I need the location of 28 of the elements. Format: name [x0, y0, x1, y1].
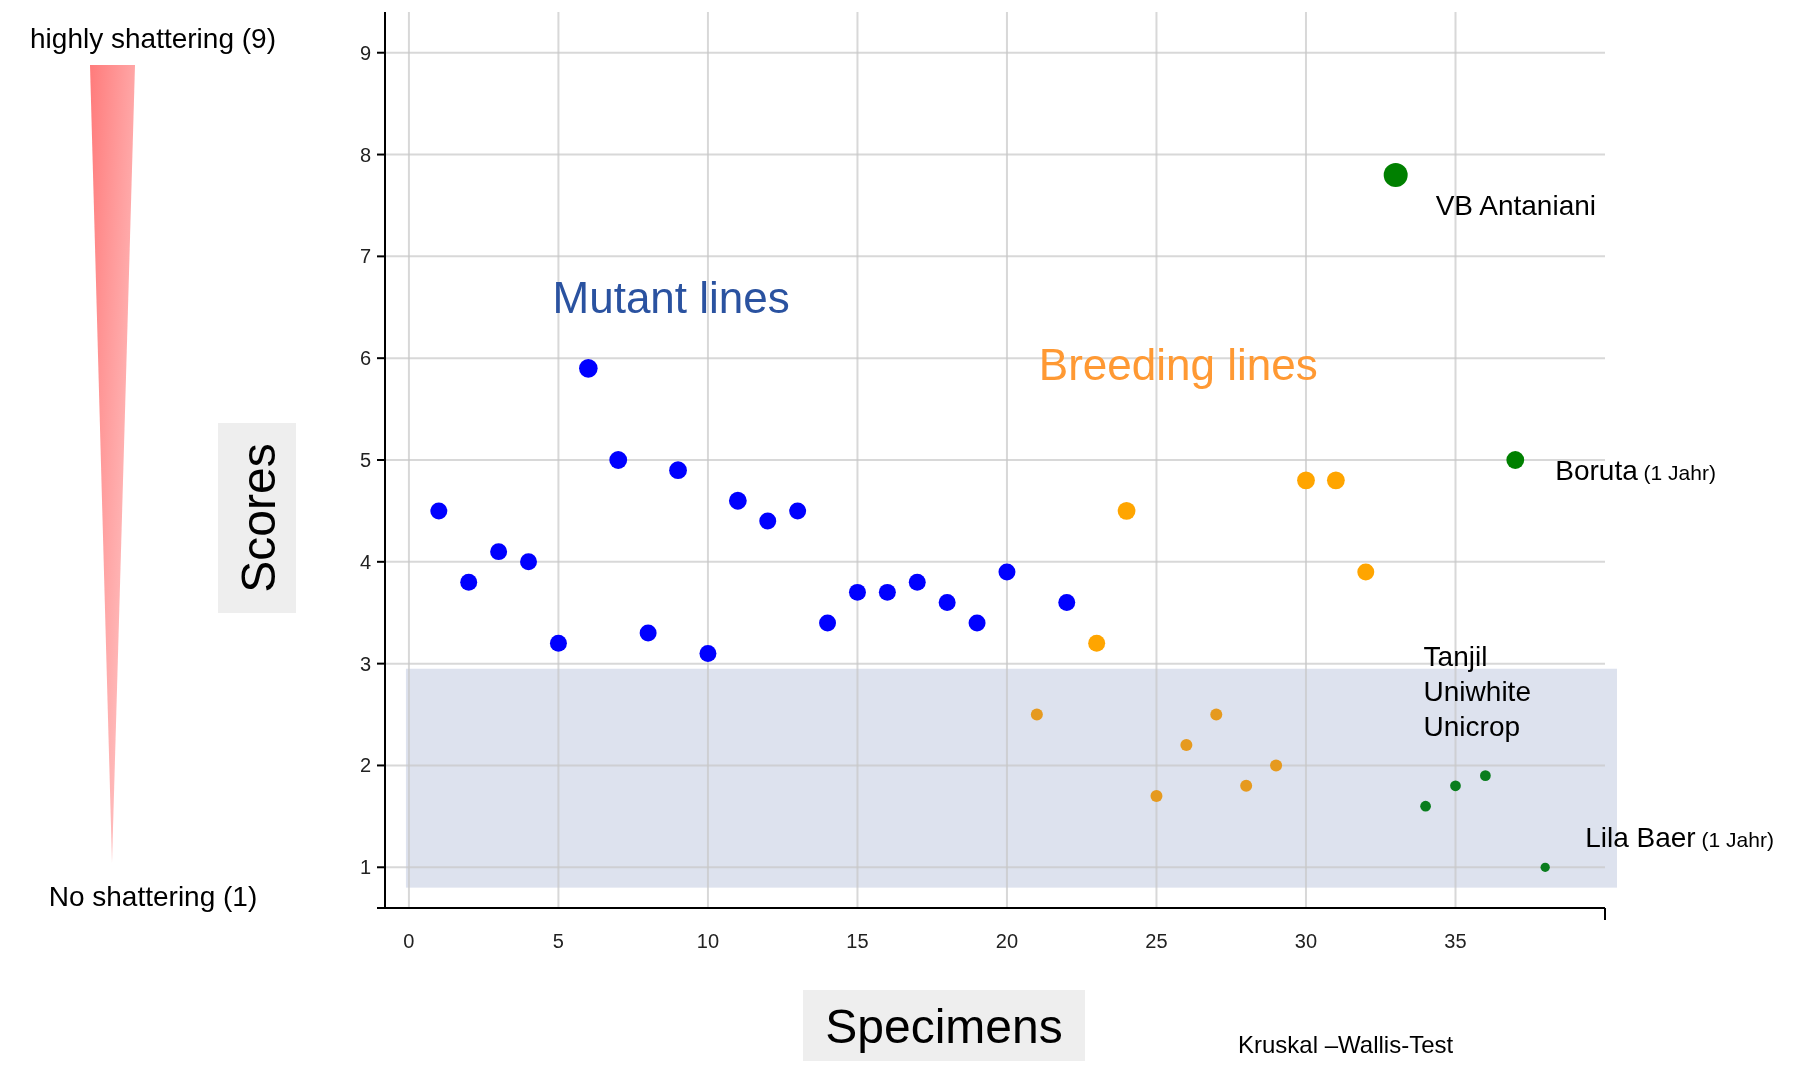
x-tick-label: 30	[1294, 930, 1318, 952]
text: highly shattering (9)	[30, 23, 276, 54]
text: Kruskal –Wallis-Test	[1238, 1031, 1454, 1058]
x-tick-label: 15	[846, 930, 869, 952]
annotation: VB Antaniani	[1435, 189, 1597, 221]
y-tick-label: 2	[359, 754, 371, 777]
series-label: Mutant lines	[552, 273, 790, 323]
x-tick-label: 35	[1444, 930, 1467, 952]
annotation: Boruta (1 Jahr)	[1555, 455, 1716, 486]
x-tick-label: 10	[696, 930, 720, 952]
series-label: Breeding lines	[1038, 340, 1318, 390]
text: No shattering (1)	[48, 881, 258, 912]
y-tick-label: 8	[359, 143, 371, 166]
y-tick-label: 7	[359, 245, 371, 268]
y-tick-label: 6	[359, 347, 371, 370]
y-tick-label: 4	[359, 550, 371, 573]
x-tick-label: 25	[1145, 930, 1168, 952]
x-axis-title: Specimens	[825, 1000, 1063, 1053]
x-tick-label: 20	[995, 930, 1019, 952]
y-tick-label: 3	[359, 652, 371, 675]
y-tick-label: 9	[359, 41, 371, 64]
x-tick-label: 5	[552, 930, 564, 952]
x-tick-label: 0	[403, 930, 415, 952]
y-axis-title: Scores	[232, 443, 285, 593]
y-tick-label: 1	[359, 856, 371, 879]
annotation: Lila Baer (1 Jahr)	[1585, 822, 1774, 854]
y-tick-label: 5	[359, 449, 371, 471]
annotation: Tanjil Uniwhite Unicrop	[1423, 641, 1531, 743]
